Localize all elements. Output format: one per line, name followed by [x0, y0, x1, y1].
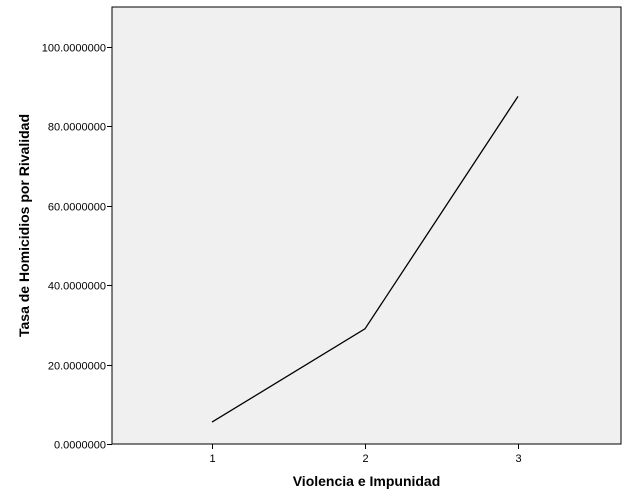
y-tick-label: 80.0000000	[48, 122, 106, 134]
y-tick-label: 0.0000000	[54, 440, 106, 452]
x-axis-title: Violencia e Impunidad	[293, 473, 441, 489]
x-tick-label: 1	[209, 453, 215, 465]
y-tick-label: 40.0000000	[48, 281, 106, 293]
series-line	[211, 96, 519, 423]
y-tick-label: 20.0000000	[48, 361, 106, 373]
y-axis: 0.0000000 20.0000000 40.0000000 60.0000000 8…	[42, 43, 112, 452]
y-tick-label: 100.0000000	[42, 43, 106, 55]
x-tick-label: 2	[362, 453, 368, 465]
plot-area	[111, 6, 622, 445]
y-tick-label: 60.0000000	[48, 202, 106, 214]
x-tick-label: 3	[515, 453, 521, 465]
x-axis: 1 2 3	[209, 444, 522, 465]
y-axis-title: Tasa de Homicidios por Rivalidad	[16, 114, 32, 337]
